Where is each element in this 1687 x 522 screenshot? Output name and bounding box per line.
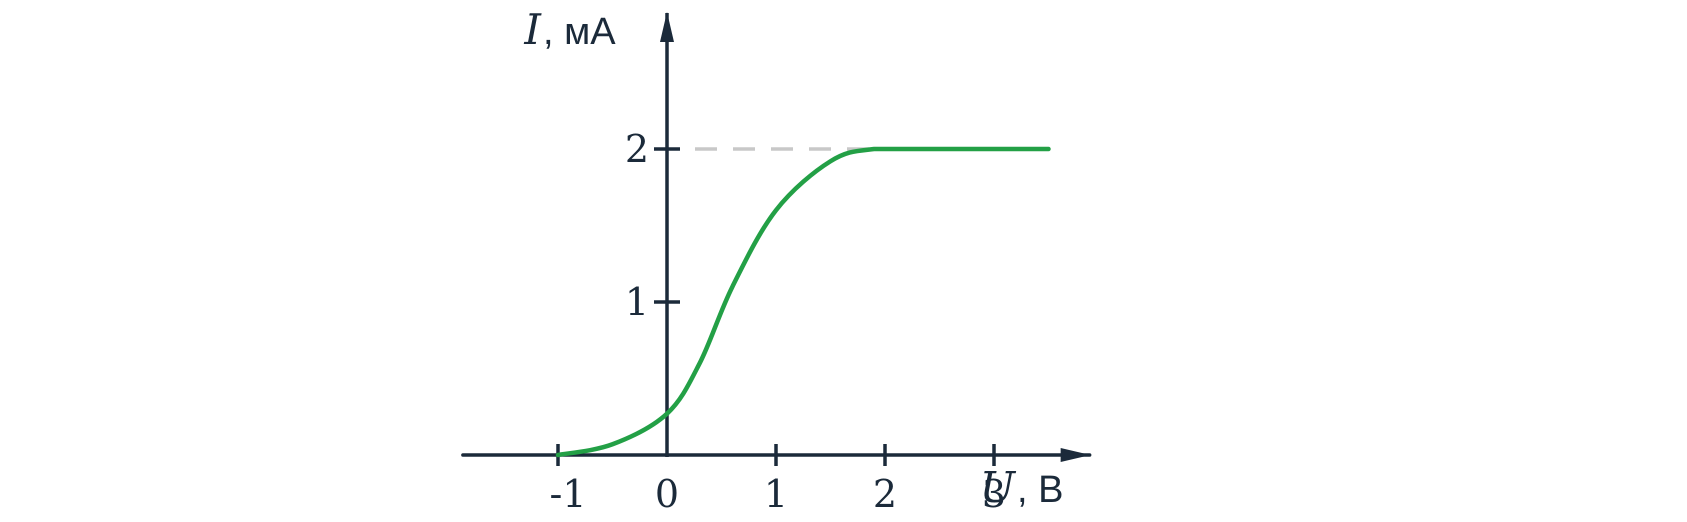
y-axis-unit: , мА (543, 11, 616, 53)
x-axis-unit: , В (1017, 469, 1063, 511)
x-axis-variable: U (980, 463, 1017, 512)
axes (461, 11, 1092, 466)
x-tick-label-1: 1 (764, 472, 788, 516)
x-tick-label-0: 0 (655, 472, 679, 516)
x-tick-label-2: 2 (873, 472, 897, 516)
y-tick-label-2: 2 (625, 127, 649, 171)
labels: I , мА U , В -1 0 1 2 3 1 2 (523, 5, 1063, 516)
x-tick-label--1: -1 (549, 472, 586, 516)
series-line-0 (555, 146, 1051, 458)
y-axis-variable: I (523, 5, 542, 54)
y-tick-label-1: 1 (625, 280, 649, 324)
series (555, 146, 1051, 458)
x-tick-label-3: 3 (982, 472, 1006, 516)
